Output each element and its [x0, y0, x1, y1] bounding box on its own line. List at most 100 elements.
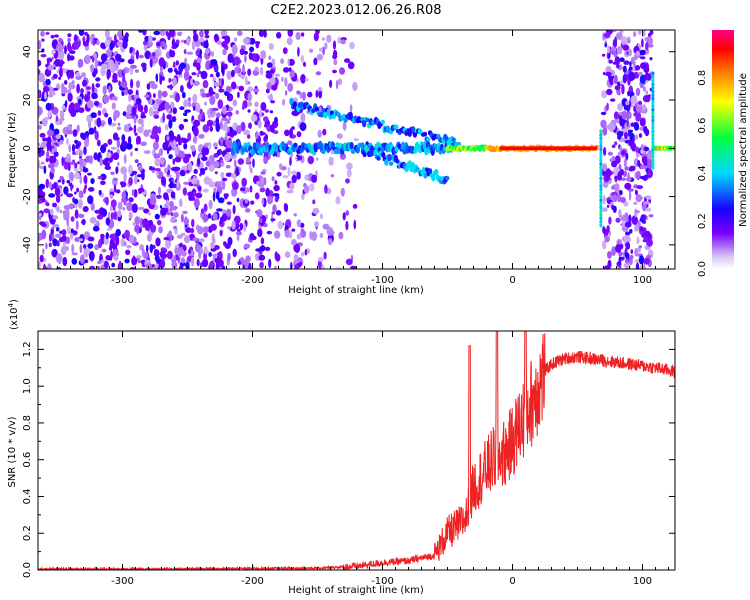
spectrogram-cell [337, 36, 342, 44]
spectrogram-cell [131, 189, 135, 197]
spectrogram-cell [254, 131, 259, 140]
spectrogram-cell [261, 197, 265, 206]
spectrogram-cell [203, 246, 208, 255]
y-tick-label: -40 [22, 237, 33, 253]
spectrogram-cell [171, 205, 178, 210]
spectrogram-cell [279, 163, 283, 170]
spectrogram-cell [239, 187, 246, 192]
spectrogram-cell [193, 135, 198, 144]
spectrogram-cell [651, 71, 655, 76]
spectrogram-cell [387, 153, 392, 162]
spectrogram-cell [142, 62, 147, 73]
spectrogram-cell [284, 251, 291, 259]
spectrogram-cell [186, 37, 191, 46]
spectrogram-cell [124, 32, 129, 39]
spectrogram-cell [309, 48, 313, 53]
spectrogram-cell [48, 242, 52, 248]
spectrogram-cell [324, 184, 328, 194]
spectrogram-cell [91, 92, 97, 100]
spectrogram-cell [56, 240, 60, 247]
spectrogram-cell [116, 126, 122, 131]
spectrogram-cell [263, 116, 269, 122]
spectrogram-cell [222, 177, 228, 182]
spectrogram-cell [242, 63, 245, 74]
spectrogram-cell [187, 132, 192, 142]
spectrogram-cell [293, 254, 299, 261]
x-tick-label: -200 [241, 576, 264, 587]
spectrogram-cell [179, 62, 187, 69]
spectrogram-cell [636, 247, 641, 253]
spectrogram-cell [134, 159, 139, 164]
spectrogram-cell [602, 71, 606, 76]
spectrogram-cell [63, 80, 68, 85]
spectrogram-cell [315, 71, 322, 76]
spectrogram-cell [331, 113, 336, 120]
spectrogram-cell [85, 86, 92, 91]
spectrogram-cell [312, 199, 316, 205]
spectrogram-cell [116, 41, 123, 47]
spectrogram-cell [651, 162, 655, 166]
spectrogram-cell [94, 59, 98, 70]
spectrogram-cell [289, 128, 294, 138]
spectrogram-cell [128, 211, 133, 220]
spectrogram-cell [608, 216, 612, 225]
spectrogram-cell [203, 232, 208, 238]
spectrogram-cell [187, 97, 192, 102]
spectrogram-cell [245, 208, 251, 213]
spectrogram-cell [266, 62, 273, 68]
spectrogram-cell [607, 251, 612, 259]
spectrogram-cell [291, 228, 296, 232]
spectrogram-cell [212, 212, 218, 221]
y-tick-label: 20 [22, 94, 33, 107]
spectrogram-cell [123, 172, 127, 183]
spectrogram-cell [192, 237, 199, 242]
spectrogram-cell [611, 246, 617, 256]
spectrogram-cell [199, 108, 203, 115]
spectrogram-cell [315, 157, 319, 161]
spectrogram-cell [105, 49, 112, 58]
spectrogram-cell [651, 82, 655, 87]
spectrogram-cell [124, 241, 127, 247]
spectrogram-cell [322, 46, 325, 56]
spectrogram-panel: -300 -200 -100 0 100 40 20 0 -20 -40 Height of st… [7, 29, 676, 296]
spectrogram-cell [604, 265, 611, 269]
colorbar-tick-label: 0.4 [697, 165, 708, 181]
spectrogram-cell [296, 155, 303, 161]
spectrogram-cell [96, 139, 101, 147]
spectrogram-cell [613, 74, 618, 85]
spectrogram-cell [201, 92, 207, 98]
spectrogram-cell [111, 102, 116, 110]
spectrogram-cell [627, 129, 634, 133]
spectrogram-cell [155, 73, 159, 83]
spectrogram-cell [641, 156, 648, 165]
spectrogram-cell [87, 172, 92, 176]
spectrogram-cell [46, 58, 50, 67]
spectrogram-cell [53, 87, 59, 91]
spectrogram-cell [376, 156, 381, 161]
spectrogram-cell [451, 137, 456, 142]
spectrogram-cell [227, 226, 231, 230]
spectrogram-cell [172, 107, 177, 115]
spectrogram-cell [149, 97, 153, 105]
spectrogram-cell [121, 140, 128, 147]
spectrogram-cell [373, 149, 378, 157]
spectrogram-cell [76, 83, 80, 94]
spectrogram-cell [196, 62, 201, 71]
spectrogram-cell [121, 191, 127, 200]
spectrogram-cell [243, 37, 250, 45]
spectrogram-cell [67, 38, 71, 42]
spectrogram-cell [40, 141, 47, 149]
spectrogram-cell [237, 261, 242, 265]
spectrogram-cell [138, 54, 144, 59]
colorbar-tick-label: 0.2 [697, 213, 708, 229]
spectrogram-cell [79, 175, 83, 185]
spectrogram-cell [628, 48, 632, 57]
spectrogram-cell [322, 223, 330, 230]
spectrogram-cell [191, 39, 196, 50]
spectrogram-cell [123, 68, 126, 75]
spectrogram-cell [210, 241, 215, 249]
spectrogram-cell [304, 78, 309, 82]
spectrogram-cell [46, 129, 54, 137]
spectrogram-cell [171, 116, 176, 122]
spectrogram-cell [171, 38, 176, 48]
